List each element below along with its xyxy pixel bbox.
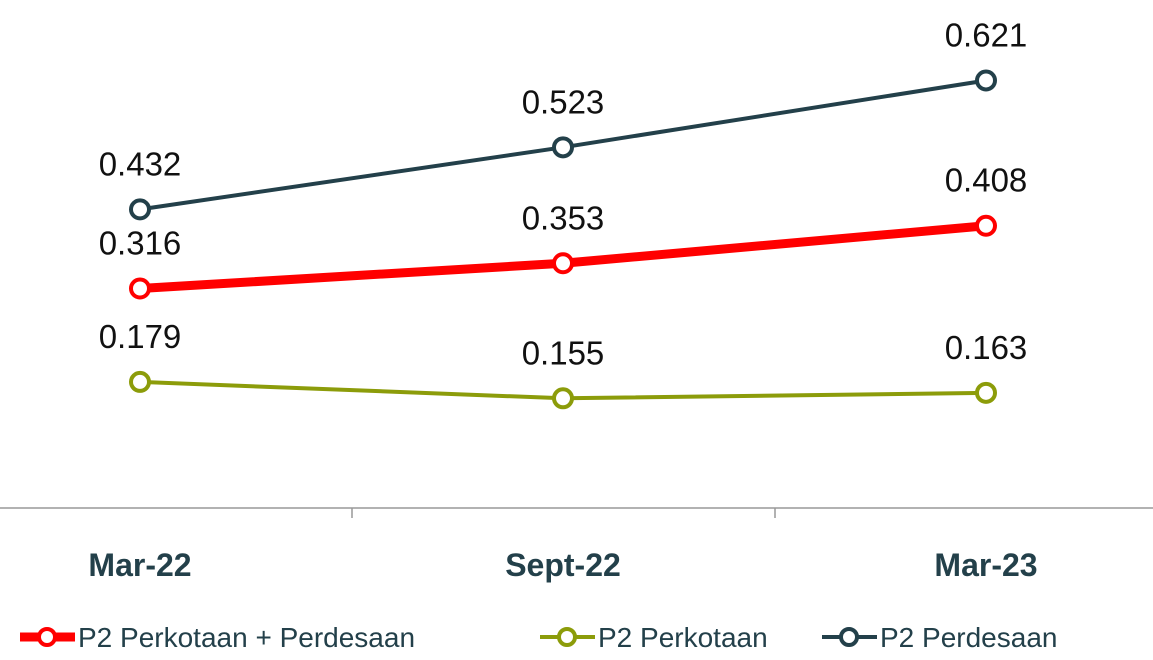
marker [975,381,997,404]
data-label: 0.408 [945,162,1028,199]
legend-marker [839,627,859,647]
marker [129,277,151,300]
legend-label: P2 Perkotaan + Perdesaan [78,622,415,653]
legend-marker [37,627,57,647]
marker [552,252,574,275]
data-label: 0.353 [522,199,605,236]
data-label: 0.155 [522,334,605,371]
marker [975,69,997,92]
data-label: 0.621 [945,16,1028,53]
x-tick-label: Mar-22 [88,547,191,583]
data-label: 0.432 [99,145,182,182]
data-label: 0.316 [99,224,182,261]
legend-label: P2 Perkotaan [598,622,768,653]
x-tick-label: Mar-23 [934,547,1037,583]
legend-marker [557,627,577,647]
marker [552,136,574,159]
legend-label: P2 Perdesaan [880,622,1057,653]
marker [975,214,997,237]
marker [129,370,151,393]
data-label: 0.163 [945,329,1028,366]
marker [552,387,574,410]
x-tick-label: Sept-22 [505,547,621,583]
marker [129,198,151,221]
data-label: 0.523 [522,83,605,120]
data-label: 0.179 [99,318,182,355]
